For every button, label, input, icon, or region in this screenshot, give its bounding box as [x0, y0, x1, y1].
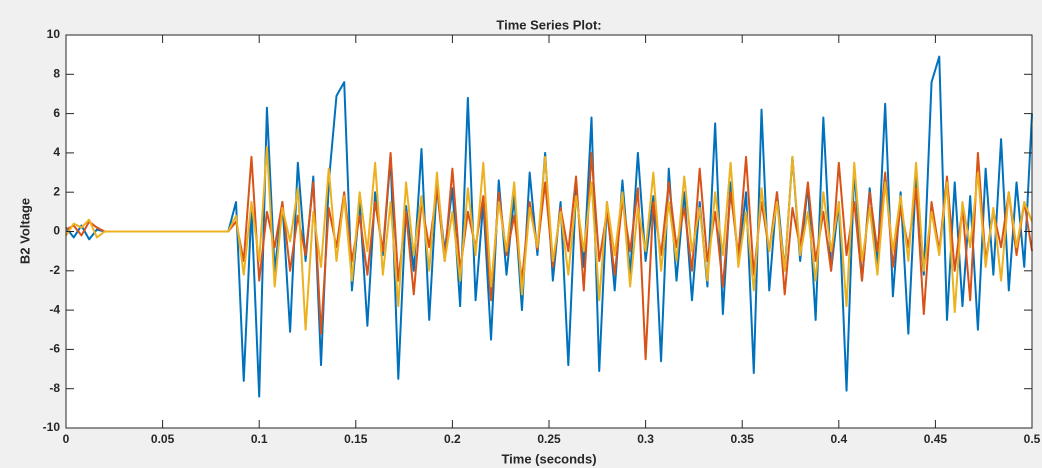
- x-tick-label: 0.2: [444, 432, 461, 446]
- y-tick-label: 6: [53, 106, 60, 120]
- chart-title: Time Series Plot:: [496, 17, 601, 32]
- x-tick-label: 0.15: [344, 432, 368, 446]
- y-tick-label: 0: [53, 224, 60, 238]
- x-tick-label: 0.35: [731, 432, 755, 446]
- x-axis-label: Time (seconds): [501, 451, 596, 466]
- series-line: [65, 146, 1033, 331]
- x-tick-label: 0: [63, 432, 70, 446]
- y-tick-label: -10: [43, 420, 61, 434]
- y-axis-label: B2 Voltage: [17, 198, 32, 264]
- x-tick-label: 0.1: [251, 432, 268, 446]
- y-tick-label: -4: [49, 302, 60, 316]
- x-tick-label: 0.25: [537, 432, 561, 446]
- x-tick-label: 0.05: [151, 432, 175, 446]
- y-tick-label: -2: [49, 263, 60, 277]
- y-tick-label: 2: [53, 184, 60, 198]
- y-tick-label: -6: [49, 342, 60, 356]
- y-tick-label: 4: [53, 145, 60, 159]
- plot-area: [65, 55, 1033, 398]
- x-tick-label: 0.4: [830, 432, 847, 446]
- y-tick-label: 10: [47, 27, 61, 41]
- x-tick-label: 0.45: [924, 432, 948, 446]
- y-tick-label: -8: [49, 381, 60, 395]
- x-tick-label: 0.3: [637, 432, 654, 446]
- y-tick-label: 8: [53, 66, 60, 80]
- x-tick-label: 0.5: [1024, 432, 1041, 446]
